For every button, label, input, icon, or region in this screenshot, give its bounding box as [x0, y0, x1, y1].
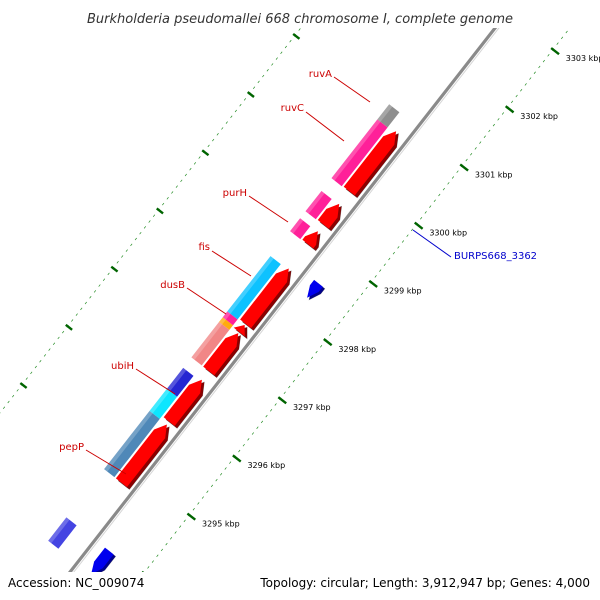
accession-text: Accession: NC_009074 — [8, 576, 144, 590]
cog-highlight — [305, 191, 325, 214]
tick-label: 3297 kbp — [293, 403, 331, 412]
major-tick — [201, 149, 210, 157]
tick-label: 3301 kbp — [475, 170, 513, 179]
gene-label-ruva: ruvA — [309, 69, 332, 80]
backbone-line — [68, 28, 498, 572]
major-tick — [504, 105, 515, 114]
forward-gene — [240, 268, 289, 329]
reverse-gene — [307, 279, 323, 298]
summary-text: Topology: circular; Length: 3,912,947 bp… — [259, 576, 590, 590]
map-title: Burkholderia pseudomallei 668 chromosome… — [87, 12, 513, 27]
tick-label: 3298 kbp — [338, 345, 376, 354]
footer-band — [0, 572, 600, 600]
forward-gene — [343, 131, 397, 196]
major-tick — [110, 265, 119, 273]
cog-block — [305, 191, 332, 220]
tick-label: 3296 kbp — [247, 461, 285, 470]
cog-highlight — [222, 311, 231, 320]
cog-block — [222, 311, 238, 326]
label-leader — [186, 287, 227, 315]
forward-gene — [233, 325, 245, 337]
reverse-gene — [91, 547, 114, 572]
major-tick — [414, 221, 424, 230]
label-leader — [85, 449, 127, 475]
major-tick — [550, 47, 560, 56]
major-tick — [19, 382, 28, 389]
cog-highlight — [377, 104, 393, 122]
forward-gene — [115, 424, 167, 487]
gene-label-fis: fis — [198, 242, 210, 253]
gene-label-pepp: pepP — [59, 442, 84, 453]
backbone-track — [68, 28, 500, 572]
reverse-gene-track — [91, 279, 326, 572]
major-tick — [368, 279, 378, 288]
major-tick — [292, 32, 301, 40]
label-leader — [333, 76, 371, 103]
cog-block — [290, 218, 311, 240]
tick-label: 3302 kbp — [520, 112, 558, 121]
cog-highlight — [219, 317, 226, 325]
cog-highlight — [290, 218, 304, 234]
cog-highlight — [191, 321, 223, 360]
label-leaders — [85, 76, 452, 475]
cog-highlight — [227, 256, 274, 314]
gene-label-dusb: dusB — [160, 280, 185, 291]
cog-block — [377, 104, 400, 128]
cog-block — [227, 256, 281, 320]
major-tick — [277, 396, 287, 405]
cog-block — [191, 321, 230, 366]
label-leader — [135, 368, 176, 395]
tick-label: 3303 kbp — [566, 54, 600, 63]
gene-label-ruvc: ruvC — [281, 103, 304, 114]
gene-label-ubih: ubiH — [111, 361, 134, 372]
cog-highlight — [104, 410, 153, 472]
cog-block — [166, 367, 194, 397]
major-tick — [156, 207, 164, 215]
cog-highlight — [149, 388, 170, 414]
major-tick — [65, 323, 73, 331]
cog-block — [331, 119, 388, 187]
gene-label-purh: purH — [223, 188, 247, 199]
major-tick — [186, 512, 197, 521]
label-leader — [211, 250, 252, 277]
label-leader — [305, 111, 345, 142]
major-tick — [246, 91, 255, 98]
tick-label: 3295 kbp — [202, 519, 240, 528]
label-leader — [412, 229, 452, 258]
cog-highlight — [48, 517, 70, 544]
cog-highlight — [166, 367, 187, 392]
major-tick — [459, 163, 469, 172]
tick-label: 3300 kbp — [429, 228, 467, 237]
cog-block — [104, 410, 160, 478]
cog-highlight — [331, 119, 381, 181]
forward-gene — [302, 231, 318, 249]
major-tick — [232, 454, 242, 463]
cog-track — [48, 104, 400, 549]
major-tick — [323, 338, 333, 347]
forward-gene — [317, 203, 340, 229]
cog-block — [219, 317, 233, 330]
backbone-line — [73, 28, 500, 572]
forward-gene-track — [115, 131, 399, 490]
cog-block — [149, 388, 178, 419]
gene-label-burps668-3362: BURPS668_3362 — [454, 251, 537, 262]
tick-label: 3299 kbp — [384, 287, 422, 296]
scale-ticks — [0, 28, 568, 572]
forward-gene — [203, 333, 239, 376]
forward-gene — [163, 379, 202, 426]
cog-block — [48, 517, 77, 549]
label-leader — [248, 195, 289, 223]
